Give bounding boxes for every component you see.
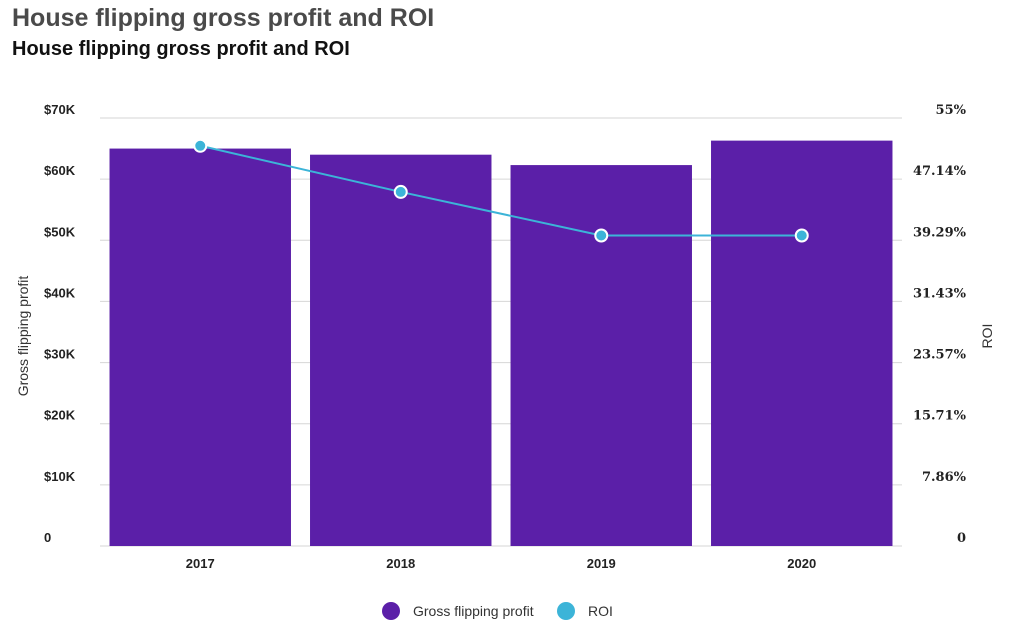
y2-tick-label: 7.86% — [922, 470, 967, 485]
legend-swatch-line — [557, 602, 575, 620]
x-tick-label: 2020 — [787, 556, 816, 571]
y2-tick-label: 0 — [957, 531, 966, 546]
y-axis-title: Gross flipping profit — [15, 276, 31, 397]
y2-tick-label: 47.14% — [913, 164, 967, 179]
legend: Gross flipping profit ROI — [382, 602, 613, 620]
right-axis-ticks: 0 7.86% 15.71% 23.57% 31.43% 39.29% 47.14% 55% — [913, 103, 967, 546]
legend-swatch-bar — [382, 602, 400, 620]
y-tick-label: $10K — [44, 469, 76, 484]
bar-series — [109, 140, 893, 547]
y2-tick-label: 39.29% — [913, 225, 967, 240]
y-tick-label: $40K — [44, 285, 76, 300]
legend-label-bar: Gross flipping profit — [413, 603, 534, 619]
chart-subtitle: House flipping gross profit and ROI — [12, 38, 350, 60]
x-tick-label: 2017 — [186, 556, 215, 571]
y2-tick-label: 31.43% — [913, 286, 967, 301]
left-axis-ticks: 0 $10K $20K $30K $40K $50K $60K $70K — [44, 102, 76, 545]
y2-axis-title: ROI — [979, 324, 995, 349]
y-tick-label: $30K — [44, 347, 76, 362]
bar — [109, 148, 291, 547]
bar — [711, 140, 893, 546]
roi-point — [193, 138, 208, 153]
y-tick-label: $20K — [44, 408, 76, 423]
y2-tick-label: 23.57% — [913, 348, 967, 363]
legend-label-line: ROI — [588, 603, 613, 619]
y-tick-label: $60K — [44, 163, 76, 178]
x-axis-ticks: 2017 2018 2019 2020 — [186, 556, 816, 571]
roi-line — [200, 144, 802, 237]
x-tick-label: 2018 — [386, 556, 415, 571]
roi-point — [594, 228, 609, 243]
y2-tick-label: 15.71% — [913, 409, 967, 424]
y-tick-label: $50K — [44, 224, 76, 239]
y-tick-label: 0 — [44, 530, 51, 545]
y2-tick-label: 55% — [936, 103, 967, 118]
roi-point — [794, 228, 809, 243]
bar — [310, 154, 492, 546]
line-series — [193, 138, 809, 243]
chart-title: House flipping gross profit and ROI — [12, 4, 435, 32]
roi-point — [393, 184, 408, 199]
y-tick-label: $70K — [44, 102, 76, 117]
x-tick-label: 2019 — [587, 556, 616, 571]
